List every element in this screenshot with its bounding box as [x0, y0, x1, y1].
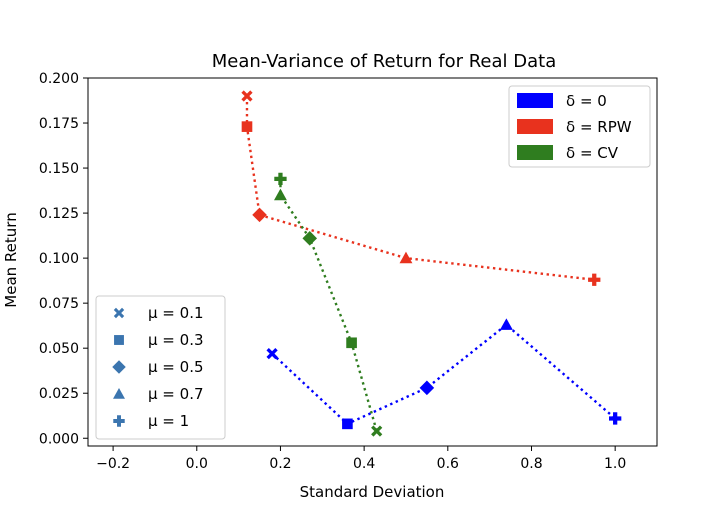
x-tick-label: 0.8 — [520, 456, 542, 472]
series-line-2 — [279, 178, 378, 432]
x-tick-label: 1.0 — [604, 456, 626, 472]
data-point-1-1-square-marker — [241, 121, 253, 132]
x-tick-label: 0.4 — [353, 456, 375, 472]
data-point-2-1-triangle-marker — [274, 188, 287, 201]
data-point-2-4-x-marker — [371, 425, 383, 437]
data-point-2-3-square-marker — [346, 337, 357, 349]
marker-legend-diamond-icon — [112, 360, 126, 374]
y-tick-label: 0.075 — [39, 296, 79, 312]
y-tick-label: 0.125 — [39, 206, 79, 222]
color-legend: δ = 0 δ = RPW δ = CV — [508, 85, 651, 168]
y-tick-label: 0.200 — [39, 71, 79, 87]
marker-legend-label-2: μ = 0.5 — [148, 358, 204, 376]
y-tick-label: 0.025 — [39, 386, 79, 402]
data-point-0-2-diamond-marker — [419, 380, 435, 396]
color-legend-label-0: δ = 0 — [566, 92, 607, 110]
color-legend-label-2: δ = CV — [566, 144, 619, 162]
data-point-2-0-plus-marker — [274, 172, 287, 186]
x-tick-label: 0.6 — [437, 456, 459, 472]
data-point-0-1-square-marker — [342, 418, 353, 430]
plot-frame — [87, 77, 658, 447]
data-point-0-4-plus-marker — [609, 412, 622, 425]
marker-legend: μ = 0.1 μ = 0.3 μ = 0.5 μ = 0.7 μ = 1 — [95, 295, 226, 440]
marker-legend-label-4: μ = 1 — [148, 412, 189, 430]
color-legend-label-1: δ = RPW — [566, 118, 632, 136]
marker-legend-square-icon — [114, 335, 124, 345]
marker-legend-label-0: μ = 0.1 — [148, 304, 204, 322]
marker-legend-label-3: μ = 0.7 — [148, 385, 204, 403]
marker-legend-plus-icon — [113, 415, 125, 427]
x-tick-label: 0.0 — [186, 456, 208, 472]
marker-legend-box — [95, 295, 226, 440]
y-tick-label: 0.150 — [39, 161, 79, 177]
marker-legend-label-1: μ = 0.3 — [148, 331, 204, 349]
y-axis-label: Mean Return — [2, 212, 20, 307]
chart-title: Mean-Variance of Return for Real Data — [212, 51, 556, 72]
data-point-0-0-x-marker — [266, 347, 278, 360]
marker-legend-x-icon — [113, 307, 125, 319]
color-legend-swatch-0 — [517, 93, 553, 108]
marker-legend-triangle-icon — [113, 388, 125, 399]
y-tick-label: 0.175 — [39, 116, 79, 132]
data-point-1-0-x-marker — [241, 90, 253, 102]
color-legend-swatch-2 — [517, 145, 553, 160]
plot-layer: −0.2 0.0 0.2 0.4 0.6 0.8 1.0 0.000 0.025 0.050 0.0… — [39, 71, 658, 472]
x-tick-label: −0.2 — [96, 456, 130, 472]
data-point-0-3-triangle-marker — [499, 318, 513, 330]
data-point-1-4-plus-marker — [588, 273, 601, 286]
x-axis-label: Standard Deviation — [300, 483, 445, 501]
data-point-1-3-triangle-marker — [399, 251, 413, 264]
data-point-2-2-diamond-marker — [302, 231, 318, 246]
y-tick-label: 0.000 — [39, 431, 79, 447]
data-point-1-2-diamond-marker — [252, 207, 267, 223]
y-tick-label: 0.100 — [39, 251, 79, 267]
y-tick-label: 0.050 — [39, 341, 79, 357]
color-legend-swatch-1 — [517, 119, 553, 134]
x-tick-label: 0.2 — [269, 456, 291, 472]
series-line-0 — [271, 323, 616, 426]
